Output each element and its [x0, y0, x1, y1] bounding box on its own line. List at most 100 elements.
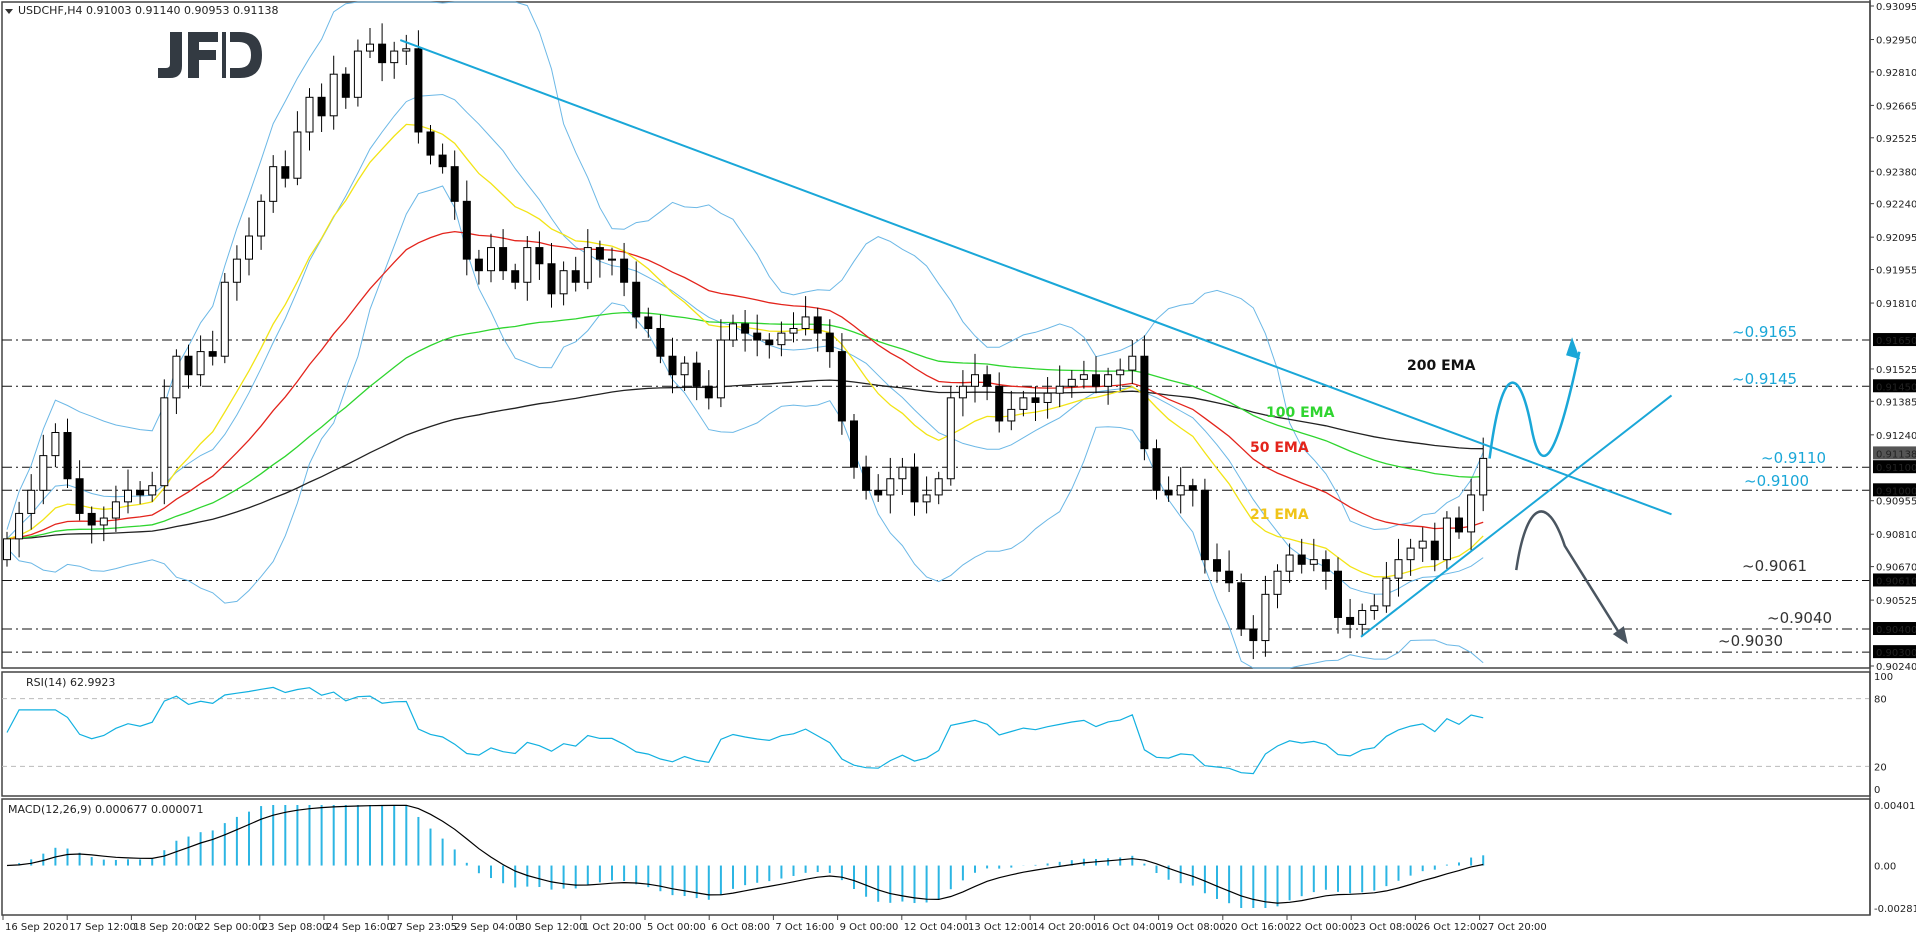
candle-body — [1261, 593, 1270, 642]
level-price-label-bg — [1873, 460, 1916, 474]
candle — [1467, 478, 1476, 551]
candle — [1406, 538, 1415, 576]
x-tick-label: 27 Oct 20:00 — [1482, 922, 1547, 933]
candle-body — [402, 48, 411, 52]
candle — [293, 111, 302, 186]
candle — [1225, 550, 1234, 593]
candle — [1116, 358, 1125, 391]
candle-body — [995, 385, 1004, 422]
candle — [1394, 538, 1403, 597]
candle-body — [983, 374, 992, 387]
panel-frame-2 — [1, 798, 1871, 916]
level-price-label-bg — [1873, 622, 1916, 636]
candle — [487, 233, 495, 283]
candle — [438, 143, 447, 174]
macd-tick-label: 0.00 — [1874, 862, 1896, 873]
candle — [196, 335, 205, 387]
candle-body — [1479, 457, 1488, 496]
candle-body — [837, 351, 846, 422]
candle-body — [765, 339, 774, 346]
candle — [499, 229, 508, 280]
candle-body — [813, 316, 822, 334]
candle — [1043, 377, 1052, 419]
level-annotation: ~0.9061 — [1742, 557, 1807, 575]
macd-tick-label: -0.002812 — [1874, 904, 1916, 915]
x-tick-label: 16 Oct 04:00 — [1096, 922, 1161, 933]
candle — [1273, 564, 1282, 609]
candle-body — [1370, 605, 1379, 612]
candle — [741, 309, 750, 352]
candle — [886, 457, 895, 514]
candle-body — [1455, 517, 1463, 533]
level-annotation: ~0.9145 — [1732, 370, 1797, 388]
candle — [27, 474, 36, 530]
candle-body — [898, 466, 907, 480]
candle-body — [1128, 355, 1137, 371]
x-tick-label: 7 Oct 16:00 — [775, 922, 834, 933]
macd-title: MACD(12,26,9) 0.000677 0.000071 — [8, 803, 204, 816]
candle — [704, 370, 713, 410]
candle — [910, 453, 919, 516]
dropdown-triangle-icon[interactable] — [5, 9, 13, 14]
candle — [160, 379, 169, 505]
level-price-label-bg — [1873, 333, 1916, 347]
candle-body — [390, 50, 399, 64]
x-tick-label: 26 Oct 12:00 — [1417, 922, 1482, 933]
candle-body — [378, 43, 387, 64]
y-tick-label: 0.91525 — [1876, 365, 1916, 376]
candle — [777, 321, 786, 357]
candle-body — [51, 432, 60, 457]
jfd-logo — [158, 32, 262, 78]
candle-body — [1007, 408, 1016, 422]
candle — [1019, 390, 1028, 417]
ema100-label: 100 EMA — [1266, 405, 1335, 421]
drawings — [399, 39, 1673, 645]
candle-body — [971, 374, 979, 387]
rsi-tick-label: 100 — [1874, 672, 1893, 683]
price-axis: 0.93095 0.92950 0.92810 0.92665 0.92525 0.923… — [1869, 0, 1916, 915]
candle-body — [946, 397, 955, 480]
candle-body — [547, 263, 556, 295]
ema50-line — [6, 230, 1484, 540]
y-tick-label: 0.92240 — [1876, 200, 1916, 211]
candle-body — [414, 48, 423, 133]
horizontal-levels — [2, 339, 1870, 653]
candle-body — [1309, 559, 1318, 565]
candle — [632, 261, 641, 329]
candle — [450, 150, 459, 220]
candle — [269, 155, 278, 213]
candle-body — [499, 247, 508, 272]
candle-body — [559, 270, 568, 295]
level-price-label-bg — [1873, 483, 1916, 497]
x-tick-label: 23 Oct 08:00 — [1353, 922, 1418, 933]
x-tick-label: 19 Oct 08:00 — [1161, 922, 1226, 933]
candle-body — [245, 235, 253, 260]
chart-header[interactable]: USDCHF,H4 0.91003 0.91140 0.90953 0.9113… — [5, 4, 278, 17]
candle-body — [1297, 554, 1306, 565]
candle-body — [608, 258, 616, 261]
bullish-scenario-path — [1488, 351, 1581, 459]
candle — [608, 247, 616, 276]
candle-body — [704, 385, 713, 399]
candle-body — [862, 466, 871, 491]
candle-body — [39, 455, 48, 491]
candle-body — [426, 131, 435, 156]
candle-body — [232, 258, 241, 283]
candle-body — [1031, 397, 1040, 403]
candle — [595, 240, 604, 278]
candle-body — [668, 355, 677, 376]
rsi-panel: 100 80 20 0 — [2, 672, 1893, 796]
candle-body — [922, 494, 931, 503]
candle-body — [87, 512, 96, 526]
level-price-label: 0.91000 — [1876, 486, 1916, 497]
candle — [1382, 561, 1391, 613]
candle — [680, 356, 689, 391]
level-price-label-bg — [1873, 645, 1916, 659]
x-tick-label: 24 Sep 16:00 — [326, 922, 393, 933]
candle-body — [124, 489, 132, 503]
candle — [620, 242, 629, 297]
candle-body — [111, 501, 120, 519]
candle — [1007, 390, 1016, 431]
level-annotation: ~0.9110 — [1761, 449, 1826, 467]
candle — [898, 457, 907, 495]
